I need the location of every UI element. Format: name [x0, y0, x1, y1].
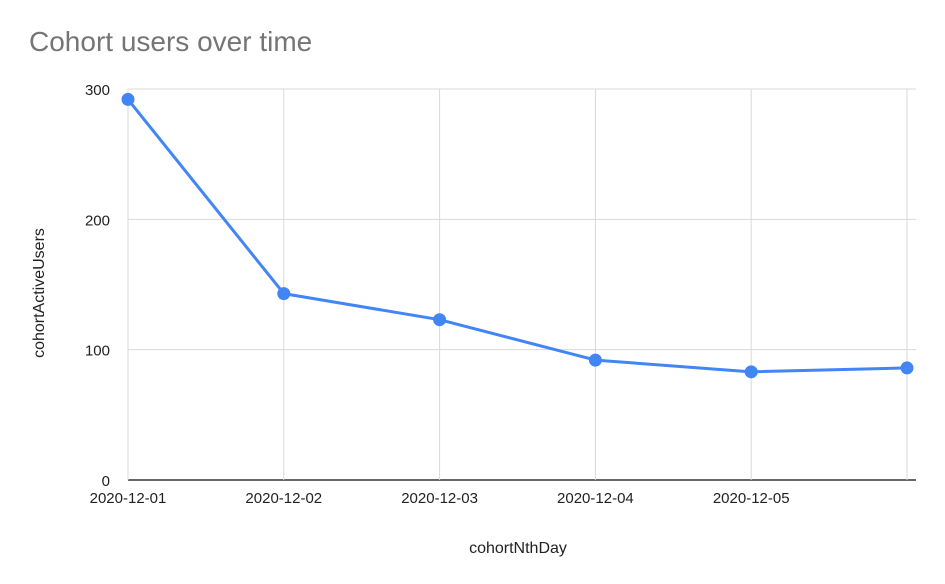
y-tick-label: 300: [85, 82, 110, 99]
x-tick-label: 2020-12-02: [245, 490, 322, 507]
y-tick-label: 100: [85, 343, 110, 360]
data-point: [433, 313, 447, 327]
y-tick-label: 0: [102, 473, 110, 490]
data-point: [900, 361, 914, 375]
x-tick-label: 2020-12-05: [713, 490, 790, 507]
data-point: [588, 353, 602, 367]
data-point: [277, 287, 291, 301]
y-tick-label: 200: [85, 212, 110, 229]
data-point: [121, 92, 135, 106]
chart-title: Cohort users over time: [29, 26, 313, 57]
x-tick-label: 2020-12-03: [401, 490, 478, 507]
x-axis-label: cohortNthDay: [469, 540, 567, 557]
x-tick-label: 2020-12-04: [557, 490, 634, 507]
data-point: [744, 365, 758, 379]
y-axis-label: cohortActiveUsers: [31, 228, 48, 358]
x-tick-label: 2020-12-01: [90, 490, 167, 507]
series-line: [126, 98, 908, 374]
